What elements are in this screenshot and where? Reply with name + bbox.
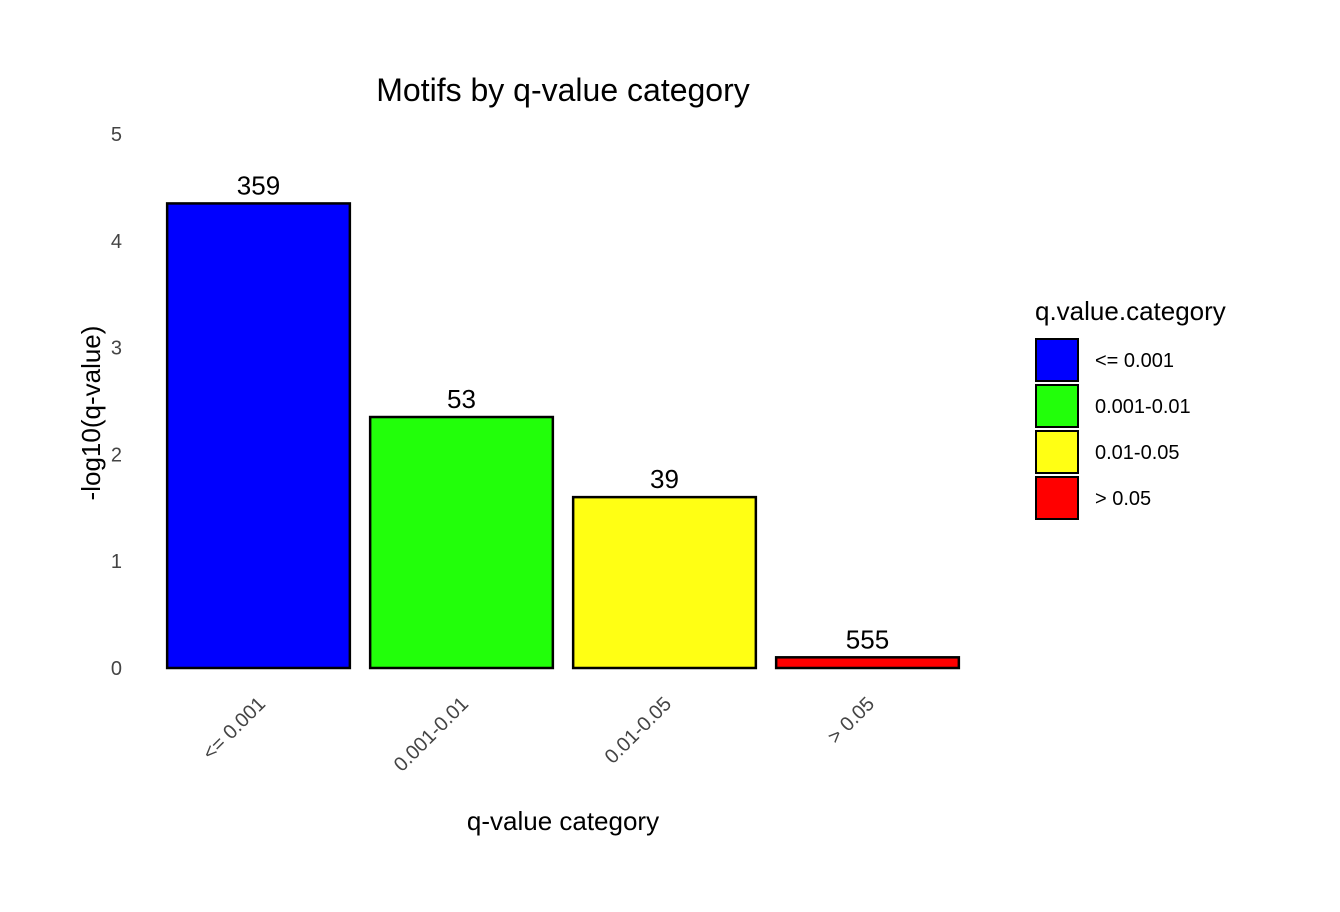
x-tick-label: 0.01-0.05 xyxy=(601,693,676,768)
y-tick-label: 5 xyxy=(111,124,122,146)
legend-swatch xyxy=(1035,384,1079,428)
legend-swatch xyxy=(1035,430,1079,474)
bar-value-label: 555 xyxy=(846,624,889,654)
legend-label: > 0.05 xyxy=(1095,488,1151,510)
x-tick-label: > 0.05 xyxy=(824,693,879,748)
y-axis-title: -log10(q-value) xyxy=(76,326,106,501)
legend: q.value.category <= 0.001 0.001-0.01 0.01-… xyxy=(1035,296,1226,520)
legend-title: q.value.category xyxy=(1035,296,1226,326)
bar-value-label: 39 xyxy=(650,464,679,494)
bar-value-label: 359 xyxy=(237,170,280,200)
bar-value-label: 53 xyxy=(447,384,476,414)
bar xyxy=(165,202,352,670)
x-axis-title: q-value category xyxy=(467,806,659,836)
legend-label: <= 0.001 xyxy=(1095,350,1174,372)
chart-title: Motifs by q-value category xyxy=(376,72,750,108)
bar xyxy=(368,415,555,670)
y-axis-ticks: 0 1 2 3 4 5 xyxy=(111,124,122,680)
y-tick-label: 1 xyxy=(111,551,122,573)
y-tick-label: 0 xyxy=(111,658,122,680)
y-tick-label: 3 xyxy=(111,338,122,360)
y-tick-label: 2 xyxy=(111,444,122,466)
y-tick-label: 4 xyxy=(111,231,122,253)
data-labels: 359 53 39 555 xyxy=(237,170,889,654)
legend-items: <= 0.001 0.001-0.01 0.01-0.05 > 0.05 xyxy=(1035,338,1191,520)
bar xyxy=(571,495,758,670)
x-tick-label: 0.001-0.01 xyxy=(390,693,473,776)
legend-swatch xyxy=(1035,338,1079,382)
legend-label: 0.01-0.05 xyxy=(1095,442,1180,464)
legend-swatch xyxy=(1035,476,1079,520)
x-axis-ticks: <= 0.001 0.001-0.01 0.01-0.05 > 0.05 xyxy=(199,693,879,776)
x-tick-label: <= 0.001 xyxy=(199,693,270,764)
bar xyxy=(774,656,961,670)
legend-label: 0.001-0.01 xyxy=(1095,396,1191,418)
bars xyxy=(165,202,961,670)
